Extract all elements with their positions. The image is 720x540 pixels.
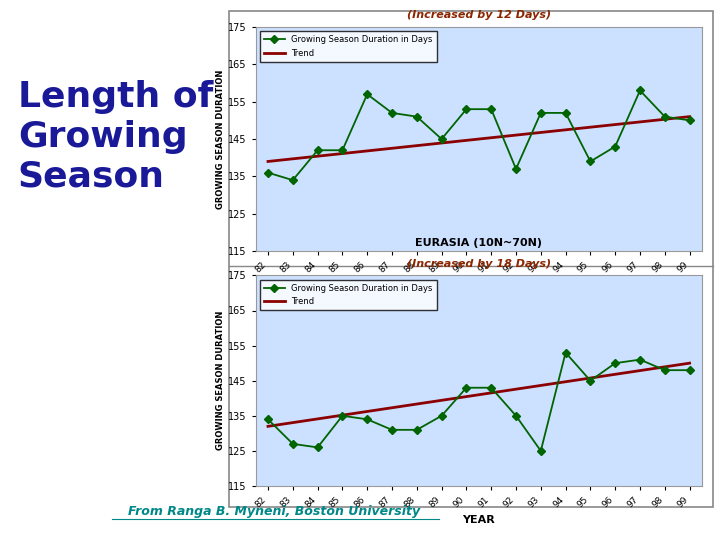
- Text: (Increased by 12 Days): (Increased by 12 Days): [407, 10, 551, 21]
- Text: From Ranga B. Myneni, Boston University: From Ranga B. Myneni, Boston University: [127, 505, 420, 518]
- Y-axis label: GROWING SEASON DURATION: GROWING SEASON DURATION: [216, 311, 225, 450]
- Text: (Increased by 18 Days): (Increased by 18 Days): [407, 259, 551, 269]
- Text: Length of
Growing
Season: Length of Growing Season: [18, 80, 213, 193]
- Legend: Growing Season Duration in Days, Trend: Growing Season Duration in Days, Trend: [260, 280, 437, 310]
- Y-axis label: GROWING SEASON DURATION: GROWING SEASON DURATION: [216, 69, 225, 209]
- Text: EURASIA (10N~70N): EURASIA (10N~70N): [415, 238, 542, 248]
- Legend: Growing Season Duration in Days, Trend: Growing Season Duration in Days, Trend: [260, 31, 437, 62]
- X-axis label: YEAR: YEAR: [462, 515, 495, 525]
- X-axis label: YEAR: YEAR: [462, 280, 495, 290]
